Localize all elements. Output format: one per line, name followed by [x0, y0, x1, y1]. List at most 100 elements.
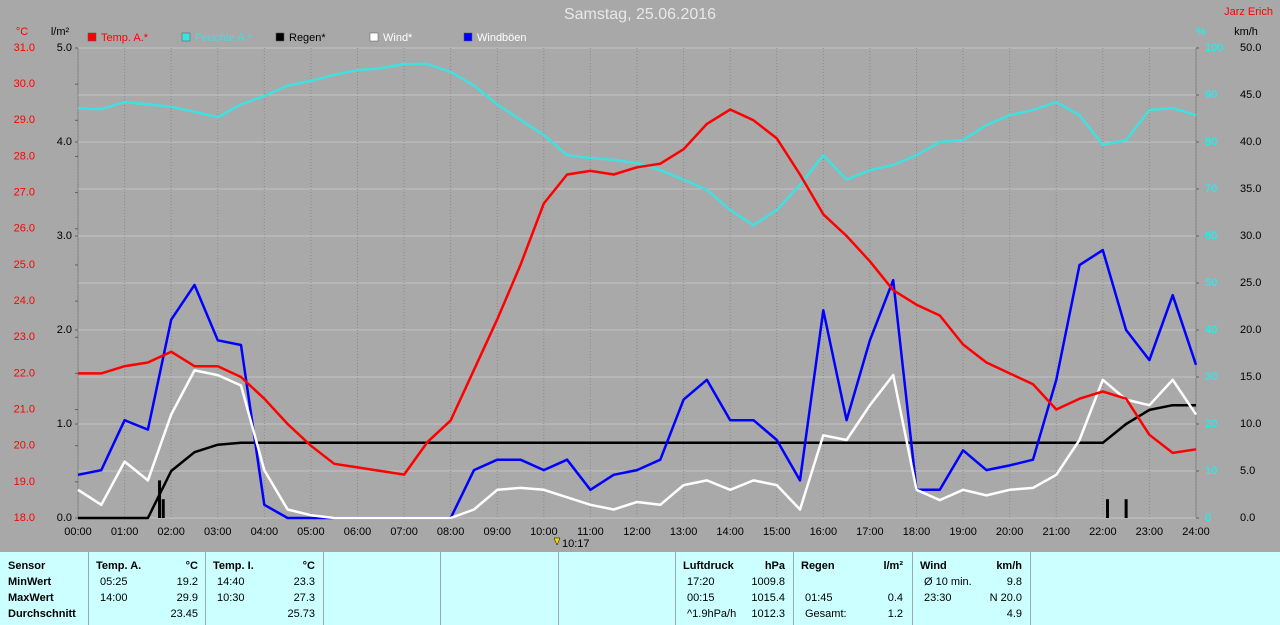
series-line [77, 248, 1198, 520]
series-line [77, 369, 1198, 520]
x-tick-label: 10:00 [530, 526, 558, 538]
x-tick-label: 01:00 [111, 526, 139, 538]
y-tick-label: 22.0 [14, 367, 35, 379]
y-tick-label: 35.0 [1240, 183, 1261, 195]
column-divider [558, 552, 559, 625]
column-divider [205, 552, 206, 625]
cell-value: 29.9 [176, 592, 198, 604]
x-tick-label: 07:00 [390, 526, 418, 538]
legend-label: Windböen [477, 32, 527, 44]
axis-unit: % [1196, 26, 1206, 38]
cell-value: 23.45 [170, 608, 198, 620]
x-tick-label: 22:00 [1089, 526, 1117, 538]
cell-value: 27.3 [293, 592, 315, 604]
y-tick-label: 50 [1205, 277, 1217, 289]
y-tick-label: 40.0 [1240, 136, 1261, 148]
column-divider [323, 552, 324, 625]
y-tick-label: 70 [1205, 183, 1217, 195]
y-tick-label: 27.0 [14, 187, 35, 199]
cell-label: Gesamt: [805, 608, 847, 620]
group-title: Temp. A. [96, 560, 142, 572]
cell-label: 01:45 [805, 592, 833, 604]
legend-swatch [181, 32, 191, 42]
y-tick-label: 25.0 [1240, 277, 1261, 289]
legend-label: Temp. A.* [101, 32, 149, 44]
y-tick-label: 80 [1205, 136, 1217, 148]
x-tick-label: 18:00 [903, 526, 931, 538]
cell-label: ^1.9hPa/h [687, 608, 737, 620]
cursor-label: 10:17 [562, 538, 590, 550]
x-tick-label: 13:00 [670, 526, 698, 538]
y-tick-label: 30.0 [14, 78, 35, 90]
y-tick-label: 0.0 [57, 512, 72, 524]
y-tick-label: 1.0 [57, 418, 72, 430]
y-tick-label: 21.0 [14, 403, 35, 415]
y-tick-label: 50.0 [1240, 42, 1261, 54]
legend-swatch [87, 32, 97, 42]
legend-swatch [369, 32, 379, 42]
y-tick-label: 20 [1205, 418, 1217, 430]
row-label: MaxWert [8, 592, 54, 604]
rain-bar [1105, 499, 1109, 518]
y-tick-label: 10 [1205, 465, 1217, 477]
cell-value: 1.2 [887, 608, 903, 620]
x-tick-label: 05:00 [297, 526, 325, 538]
legend-swatch [275, 32, 285, 42]
cell-value: 23.3 [293, 576, 315, 588]
legend-label: Wind* [383, 32, 413, 44]
y-tick-label: 0.0 [1240, 512, 1255, 524]
y-tick-label: 24.0 [14, 295, 35, 307]
y-tick-label: 30 [1205, 371, 1217, 383]
y-tick-label: 20.0 [1240, 324, 1261, 336]
y-tick-label: 29.0 [14, 114, 35, 126]
legend-swatch [463, 32, 473, 42]
author: Jarz Erich [1224, 6, 1273, 18]
cell-value: 0.4 [887, 592, 903, 604]
y-tick-label: 3.0 [57, 230, 72, 242]
cell-value: 9.8 [1006, 576, 1022, 588]
group-unit: hPa [764, 560, 785, 572]
y-tick-label: 10.0 [1240, 418, 1261, 430]
row-label: Sensor [8, 560, 46, 572]
x-tick-label: 02:00 [157, 526, 185, 538]
x-tick-label: 17:00 [856, 526, 884, 538]
cell-label: 14:40 [217, 576, 245, 588]
y-tick-label: 15.0 [1240, 371, 1261, 383]
group-unit: °C [302, 560, 315, 572]
cell-value: 1012.3 [751, 608, 785, 620]
legend-label: Feuchte A.* [195, 32, 253, 44]
column-divider [440, 552, 441, 625]
cell-label: 10:30 [217, 592, 245, 604]
column-divider [793, 552, 794, 625]
cell-value: 19.2 [176, 576, 198, 588]
rain-bar [161, 499, 165, 518]
x-tick-label: 12:00 [623, 526, 651, 538]
summary-table: Sensor MinWert MaxWert Durchschnitt Temp. A.… [0, 552, 1280, 625]
row-label: MinWert [8, 576, 52, 588]
x-tick-label: 03:00 [204, 526, 232, 538]
chart-title: Samstag, 25.06.2016 [564, 6, 716, 23]
x-tick-label: 19:00 [949, 526, 977, 538]
y-tick-label: 100 [1205, 42, 1223, 54]
x-tick-label: 24:00 [1182, 526, 1210, 538]
cell-value: 1009.8 [751, 576, 785, 588]
series-line [77, 62, 1197, 227]
y-tick-label: 90 [1205, 89, 1217, 101]
x-tick-label: 21:00 [1042, 526, 1070, 538]
y-tick-label: 19.0 [14, 476, 35, 488]
y-tick-label: 26.0 [14, 223, 35, 235]
y-tick-label: 0 [1205, 512, 1211, 524]
y-tick-label: 31.0 [14, 42, 35, 54]
series-line [78, 403, 1196, 520]
cell-label: 23:30 [924, 592, 952, 604]
cell-value: N 20.0 [989, 592, 1022, 604]
cell-value: 1015.4 [751, 592, 785, 604]
column-divider [1030, 552, 1031, 625]
rain-bar [158, 480, 162, 518]
cell-label: Ø 10 min. [924, 576, 972, 588]
y-tick-label: 40 [1205, 324, 1217, 336]
column-divider [88, 552, 89, 625]
rain-bar [1124, 499, 1128, 518]
group-title: Luftdruck [683, 560, 734, 572]
legend-label: Regen* [289, 32, 326, 44]
